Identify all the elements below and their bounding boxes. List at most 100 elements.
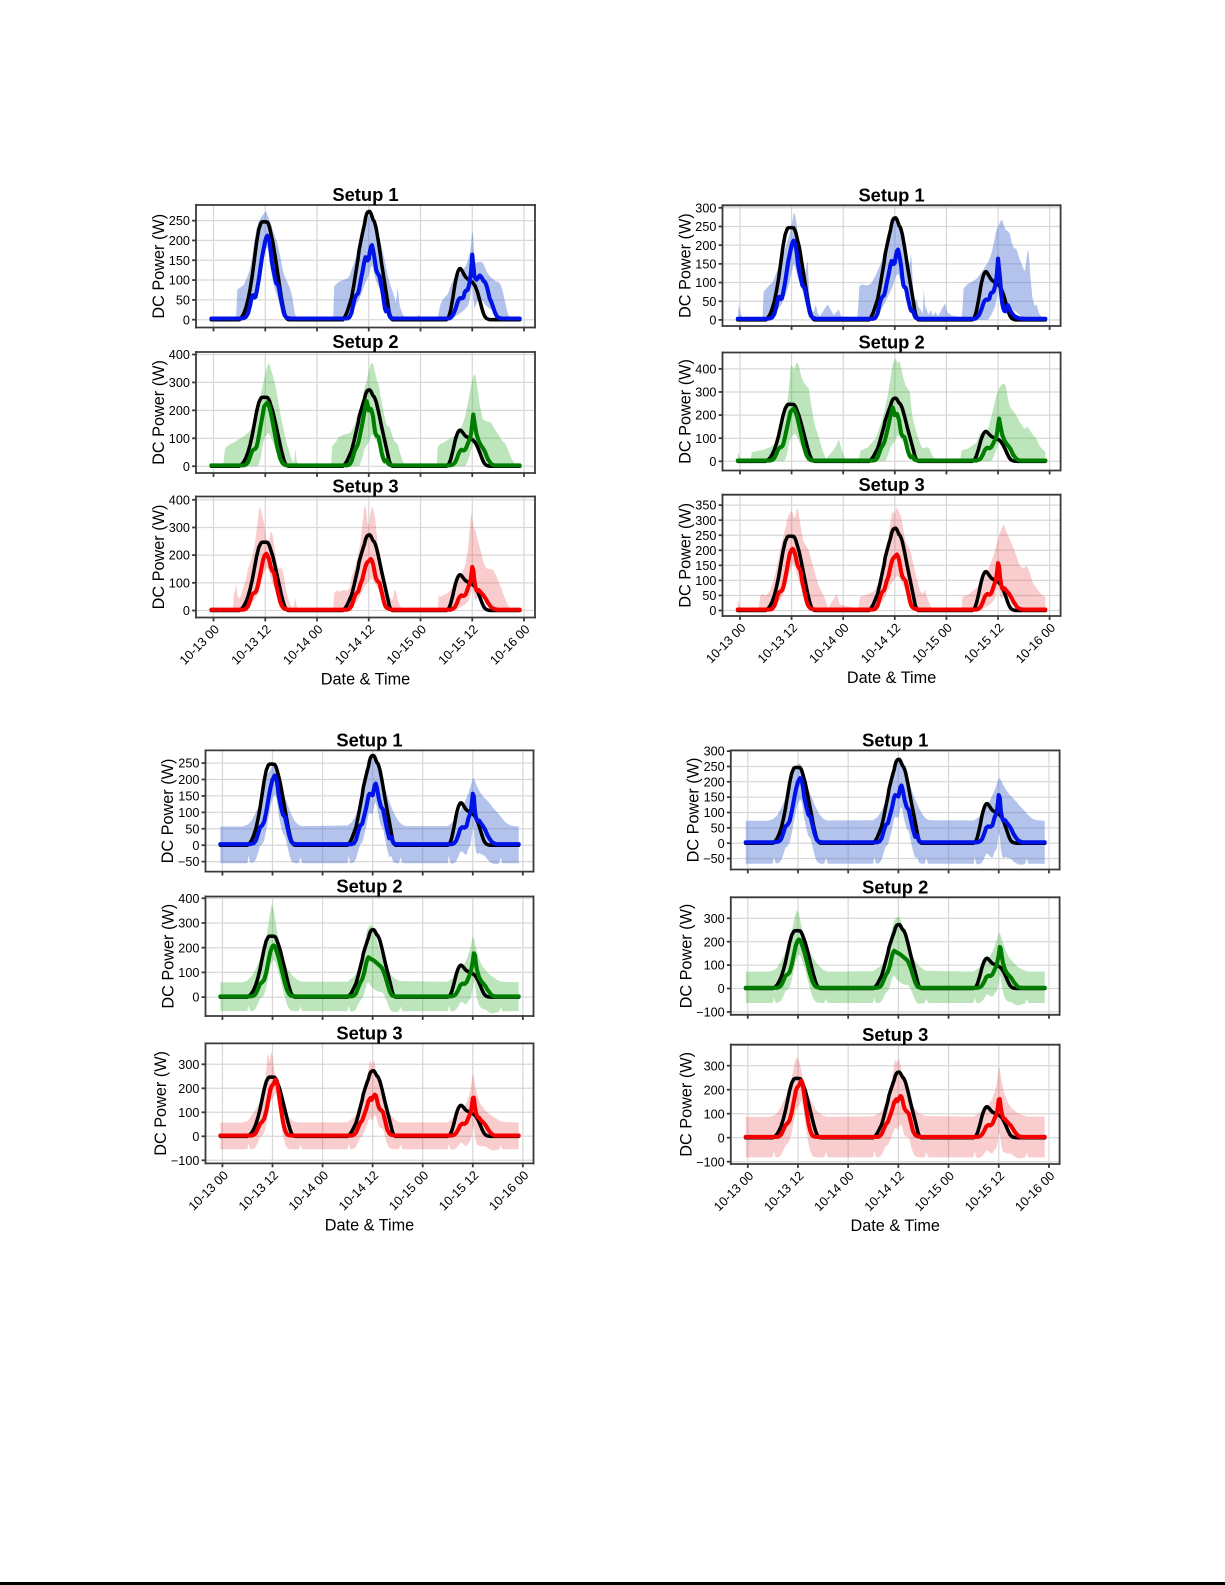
svg-text:Date & Time: Date & Time bbox=[325, 1216, 414, 1234]
svg-text:100: 100 bbox=[178, 966, 199, 980]
svg-text:300: 300 bbox=[169, 521, 190, 535]
svg-text:100: 100 bbox=[178, 1106, 199, 1120]
svg-text:DC Power (W): DC Power (W) bbox=[677, 1052, 695, 1157]
svg-text:400: 400 bbox=[169, 348, 190, 362]
svg-text:400: 400 bbox=[695, 362, 716, 376]
svg-text:150: 150 bbox=[695, 257, 716, 271]
svg-text:200: 200 bbox=[704, 1083, 725, 1097]
svg-text:Setup 1: Setup 1 bbox=[332, 184, 398, 205]
svg-text:0: 0 bbox=[192, 839, 199, 853]
svg-text:100: 100 bbox=[169, 576, 190, 590]
svg-text:0: 0 bbox=[709, 313, 716, 327]
svg-text:DC Power (W): DC Power (W) bbox=[159, 759, 177, 864]
svg-text:0: 0 bbox=[192, 991, 199, 1005]
svg-text:200: 200 bbox=[169, 549, 190, 563]
svg-text:DC Power (W): DC Power (W) bbox=[150, 360, 168, 465]
svg-text:200: 200 bbox=[695, 409, 716, 423]
svg-text:150: 150 bbox=[178, 790, 199, 804]
svg-text:300: 300 bbox=[704, 745, 725, 759]
svg-text:0: 0 bbox=[183, 313, 190, 327]
svg-text:10-15 00: 10-15 00 bbox=[386, 1168, 431, 1213]
svg-text:Setup 3: Setup 3 bbox=[332, 476, 398, 497]
svg-text:100: 100 bbox=[695, 276, 716, 290]
svg-text:10-14 00: 10-14 00 bbox=[812, 1169, 857, 1214]
svg-text:Date & Time: Date & Time bbox=[847, 669, 936, 687]
svg-text:10-15 12: 10-15 12 bbox=[436, 622, 481, 667]
svg-text:10-15 00: 10-15 00 bbox=[912, 1169, 957, 1214]
svg-text:350: 350 bbox=[695, 499, 716, 513]
svg-text:300: 300 bbox=[695, 514, 716, 528]
svg-text:0: 0 bbox=[709, 604, 716, 618]
svg-text:10-14 00: 10-14 00 bbox=[807, 621, 852, 666]
svg-text:Setup 2: Setup 2 bbox=[332, 331, 398, 352]
svg-text:Setup 3: Setup 3 bbox=[862, 1024, 928, 1045]
svg-text:300: 300 bbox=[178, 917, 199, 931]
svg-text:Date & Time: Date & Time bbox=[321, 671, 410, 689]
svg-text:10-13 12: 10-13 12 bbox=[755, 621, 800, 666]
svg-text:0: 0 bbox=[718, 1131, 725, 1145]
svg-text:200: 200 bbox=[704, 935, 725, 949]
svg-text:Setup 1: Setup 1 bbox=[336, 730, 402, 751]
svg-text:10-14 12: 10-14 12 bbox=[336, 1168, 381, 1213]
svg-text:250: 250 bbox=[704, 760, 725, 774]
svg-text:0: 0 bbox=[718, 837, 725, 851]
svg-text:0: 0 bbox=[709, 455, 716, 469]
svg-text:10-16 00: 10-16 00 bbox=[486, 1168, 531, 1213]
svg-text:10-13 12: 10-13 12 bbox=[229, 622, 274, 667]
svg-text:100: 100 bbox=[695, 432, 716, 446]
svg-text:Setup 2: Setup 2 bbox=[862, 876, 928, 897]
svg-text:10-14 12: 10-14 12 bbox=[862, 1169, 907, 1214]
svg-text:50: 50 bbox=[185, 822, 199, 836]
svg-text:50: 50 bbox=[711, 821, 725, 835]
svg-text:10-14 00: 10-14 00 bbox=[280, 622, 325, 667]
svg-text:10-13 00: 10-13 00 bbox=[703, 621, 748, 666]
svg-text:50: 50 bbox=[176, 293, 190, 307]
svg-text:DC Power (W): DC Power (W) bbox=[677, 359, 695, 464]
svg-text:10-15 00: 10-15 00 bbox=[384, 622, 429, 667]
svg-text:10-15 12: 10-15 12 bbox=[962, 1169, 1007, 1214]
svg-text:0: 0 bbox=[183, 604, 190, 618]
svg-text:Setup 2: Setup 2 bbox=[858, 332, 924, 353]
svg-text:DC Power (W): DC Power (W) bbox=[677, 503, 695, 608]
svg-text:DC Power (W): DC Power (W) bbox=[152, 1051, 170, 1156]
svg-text:10-15 12: 10-15 12 bbox=[436, 1168, 481, 1213]
svg-text:10-16 00: 10-16 00 bbox=[1012, 1169, 1057, 1214]
svg-text:10-14 12: 10-14 12 bbox=[332, 622, 377, 667]
svg-text:250: 250 bbox=[178, 757, 199, 771]
svg-text:100: 100 bbox=[169, 274, 190, 288]
svg-text:10-16 00: 10-16 00 bbox=[1013, 621, 1058, 666]
svg-text:300: 300 bbox=[704, 1059, 725, 1073]
svg-text:DC Power (W): DC Power (W) bbox=[677, 904, 695, 1009]
svg-text:0: 0 bbox=[192, 1130, 199, 1144]
svg-text:200: 200 bbox=[704, 775, 725, 789]
svg-text:−50: −50 bbox=[178, 855, 199, 869]
svg-text:100: 100 bbox=[169, 432, 190, 446]
svg-text:Setup 1: Setup 1 bbox=[862, 730, 928, 751]
svg-text:Setup 1: Setup 1 bbox=[858, 184, 924, 205]
svg-text:−100: −100 bbox=[171, 1154, 199, 1168]
svg-text:100: 100 bbox=[178, 806, 199, 820]
svg-text:DC Power (W): DC Power (W) bbox=[150, 505, 168, 610]
svg-text:100: 100 bbox=[704, 806, 725, 820]
svg-text:250: 250 bbox=[695, 529, 716, 543]
svg-text:200: 200 bbox=[169, 404, 190, 418]
svg-text:DC Power (W): DC Power (W) bbox=[677, 213, 695, 318]
svg-text:Setup 3: Setup 3 bbox=[858, 474, 924, 495]
svg-text:10-13 12: 10-13 12 bbox=[236, 1168, 281, 1213]
svg-text:10-13 00: 10-13 00 bbox=[177, 622, 222, 667]
svg-text:Setup 3: Setup 3 bbox=[336, 1023, 402, 1044]
svg-text:300: 300 bbox=[695, 386, 716, 400]
svg-text:50: 50 bbox=[702, 589, 716, 603]
svg-text:200: 200 bbox=[178, 941, 199, 955]
svg-text:Date & Time: Date & Time bbox=[850, 1217, 939, 1235]
svg-text:DC Power (W): DC Power (W) bbox=[160, 904, 178, 1009]
svg-text:200: 200 bbox=[695, 239, 716, 253]
svg-text:−100: −100 bbox=[696, 1005, 724, 1019]
svg-text:300: 300 bbox=[169, 376, 190, 390]
svg-text:400: 400 bbox=[169, 493, 190, 507]
svg-text:10-15 00: 10-15 00 bbox=[910, 621, 955, 666]
svg-text:200: 200 bbox=[169, 234, 190, 248]
svg-text:300: 300 bbox=[695, 201, 716, 215]
svg-text:150: 150 bbox=[704, 791, 725, 805]
svg-text:250: 250 bbox=[169, 214, 190, 228]
